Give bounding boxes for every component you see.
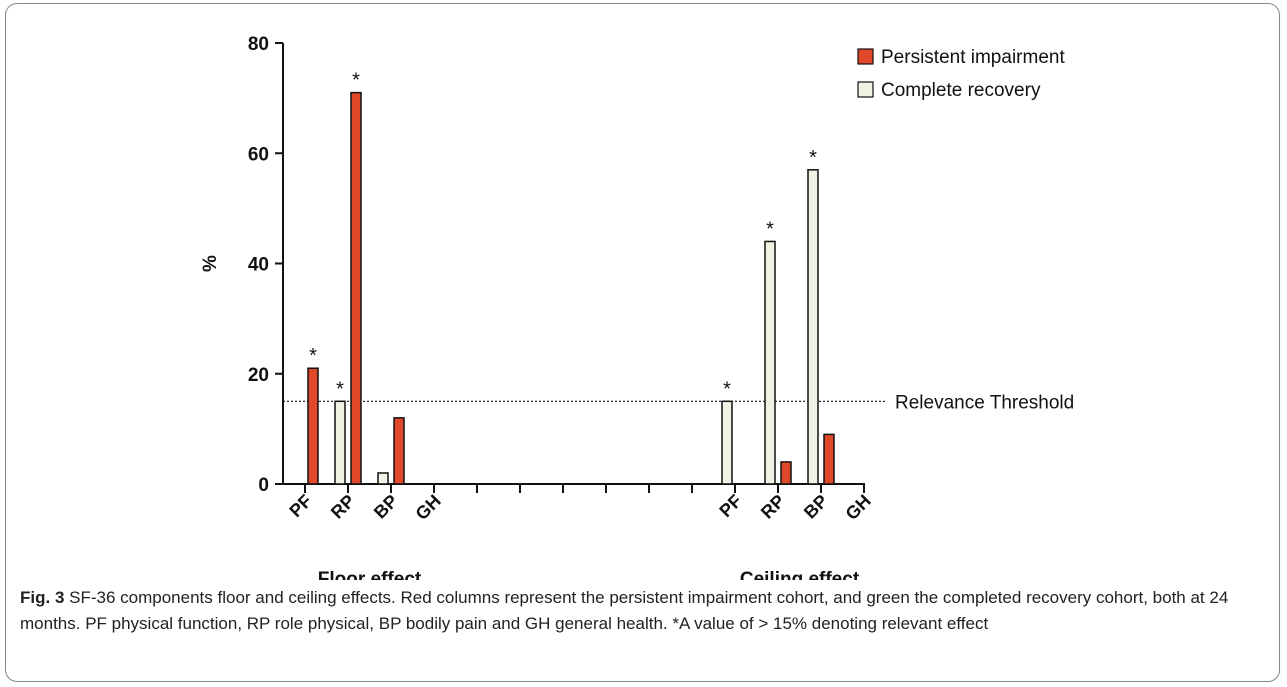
y-tick-label: 60	[248, 144, 269, 165]
threshold-label: Relevance Threshold	[895, 392, 1074, 413]
figure-frame	[5, 3, 1280, 682]
legend-label: Persistent impairment	[881, 47, 1065, 68]
caption-text: SF-36 components floor and ceiling effec…	[20, 588, 1229, 633]
bar	[807, 169, 819, 485]
caption: Fig. 3 SF-36 components floor and ceilin…	[20, 585, 1260, 637]
bar	[764, 240, 776, 485]
bar	[823, 433, 835, 485]
significance-mark: *	[766, 218, 774, 240]
group-label: Floor effect	[318, 569, 422, 580]
caption-label: Fig. 3	[20, 588, 65, 607]
y-tick-label: 0	[258, 475, 269, 496]
bar	[350, 91, 362, 485]
x-tick-label: GH	[842, 491, 875, 524]
x-tick-label: PF	[285, 491, 315, 521]
y-tick-label: 40	[248, 255, 269, 276]
bar	[334, 400, 346, 485]
legend-swatch	[857, 81, 874, 98]
significance-mark: *	[336, 378, 344, 400]
x-tick-label: BP	[370, 491, 402, 523]
significance-mark: *	[723, 378, 731, 400]
y-tick-label: 80	[248, 34, 269, 55]
y-axis-label: %	[200, 255, 221, 272]
x-tick-label: PF	[715, 491, 745, 521]
x-tick-label: GH	[412, 491, 445, 524]
x-tick-label: BP	[800, 491, 832, 523]
group-label: Ceiling effect	[740, 569, 860, 580]
significance-mark: *	[309, 345, 317, 367]
y-tick-label: 20	[248, 365, 269, 386]
bar	[721, 400, 733, 485]
significance-mark: *	[352, 70, 360, 92]
bar	[377, 472, 389, 485]
x-tick-label: RP	[327, 491, 359, 523]
bar	[307, 367, 319, 485]
bar	[393, 417, 405, 485]
chart: 0 20 40 60 80% PF RP BP GH PF RP BP GH Relevance Thre…	[200, 34, 1074, 580]
x-tick-label: RP	[757, 491, 789, 523]
significance-mark: *	[809, 147, 817, 169]
legend-swatch	[857, 48, 874, 65]
bar	[780, 461, 792, 485]
legend-label: Complete recovery	[881, 80, 1041, 101]
